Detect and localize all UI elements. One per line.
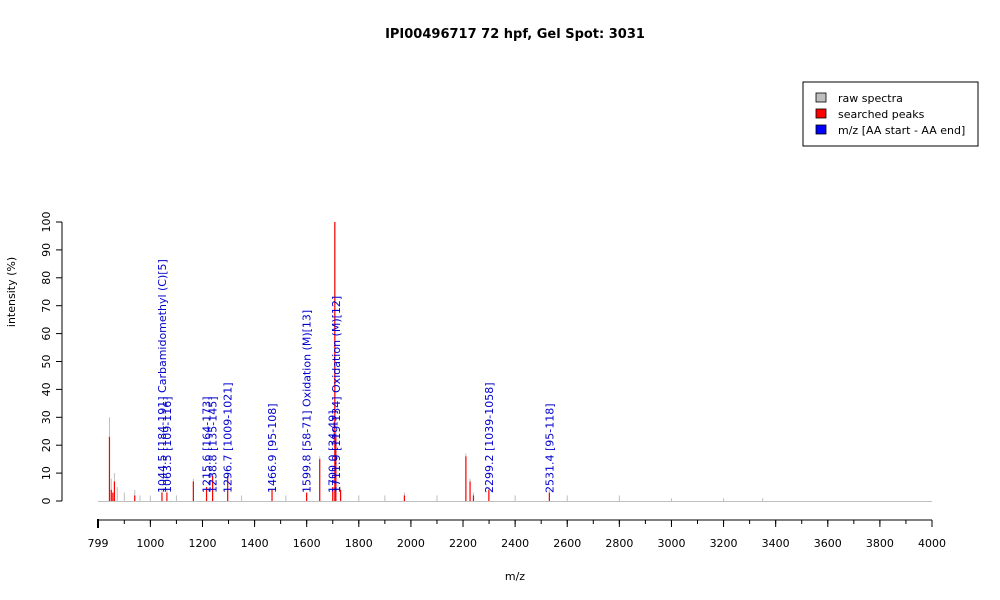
peak-annotation: 2531.4 [95-118]: [543, 403, 556, 493]
peak-annotation: 1711.9 [119-134] Oxidation (M)[12]: [330, 296, 343, 493]
y-tick-label: 90: [40, 243, 53, 257]
x-tick-label: 3600: [814, 537, 842, 550]
x-tick-label: 3200: [710, 537, 738, 550]
x-axis-label: m/z: [505, 570, 525, 583]
x-tick-label: 2200: [449, 537, 477, 550]
y-tick-label: 20: [40, 438, 53, 452]
y-tick-label: 50: [40, 355, 53, 369]
annotation-layer: 1044.5 [184-191] Carbamidomethyl (C)[5]1…: [156, 259, 556, 493]
y-tick-label: 70: [40, 299, 53, 313]
searched-peaks-layer: [108, 222, 550, 501]
peak-annotation: 1599.8 [58-71] Oxidation (M)[13]: [301, 310, 314, 493]
x-tick-label: 2400: [501, 537, 529, 550]
x-tick-label: 4000: [918, 537, 946, 550]
x-tick-label: 1000: [136, 537, 164, 550]
x-tick-label: 3400: [762, 537, 790, 550]
x-tick-label: 1800: [345, 537, 373, 550]
peak-annotation: 1238.8 [135-145]: [207, 396, 220, 493]
x-tick-label: 3800: [866, 537, 894, 550]
x-tick-label: 2600: [553, 537, 581, 550]
peak-annotation: 1296.7 [1009-1021]: [222, 382, 235, 493]
legend-box: [802, 81, 979, 147]
legend-swatch-raw: [815, 92, 827, 103]
x-tick-label: 2000: [397, 537, 425, 550]
x-tick-label: 1400: [241, 537, 269, 550]
y-tick-label: 30: [40, 410, 53, 424]
x-tick-label: 3000: [657, 537, 685, 550]
y-axis-label: intensity (%): [5, 257, 18, 327]
chart-title: IPI00496717 72 hpf, Gel Spot: 3031: [385, 27, 645, 42]
peak-annotation: 1466.9 [95-108]: [266, 403, 279, 493]
peak-annotation: 1700.0 [34-49]: [327, 410, 340, 493]
peak-annotation: 1044.5 [184-191] Carbamidomethyl (C)[5]: [156, 259, 169, 493]
peak-annotation: 1215.6 [164-173]: [201, 396, 214, 493]
peak-annotation: 2299.2 [1039-1058]: [483, 382, 496, 493]
y-axis: 0 10 20 30 40 50 60 70 80 90 100: [40, 212, 63, 505]
y-tick-label: 60: [40, 327, 53, 341]
y-tick-label: 10: [40, 466, 53, 480]
legend: raw spectra searched peaks m/z [AA start…: [802, 81, 979, 147]
legend-label-searched: searched peaks: [838, 108, 925, 121]
x-tick-label: 2800: [605, 537, 633, 550]
legend-swatch-searched: [815, 108, 827, 119]
legend-swatch-mz: [815, 124, 827, 135]
y-tick-label: 100: [40, 212, 53, 233]
peak-annotation: 1063.5 [109-116]: [161, 396, 174, 493]
y-tick-label: 80: [40, 271, 53, 285]
legend-label-raw: raw spectra: [838, 92, 903, 105]
y-tick-label: 40: [40, 382, 53, 396]
x-tick-label: 1200: [188, 537, 216, 550]
y-tick-label: 0: [40, 498, 53, 505]
legend-label-mz: m/z [AA start - AA end]: [838, 124, 965, 137]
x-axis: 799 1000 1200 1400 1600 1800 2000 2200 2400 2600 2…: [88, 519, 946, 550]
x-tick-label: 799: [88, 537, 109, 550]
x-tick-label: 1600: [293, 537, 321, 550]
